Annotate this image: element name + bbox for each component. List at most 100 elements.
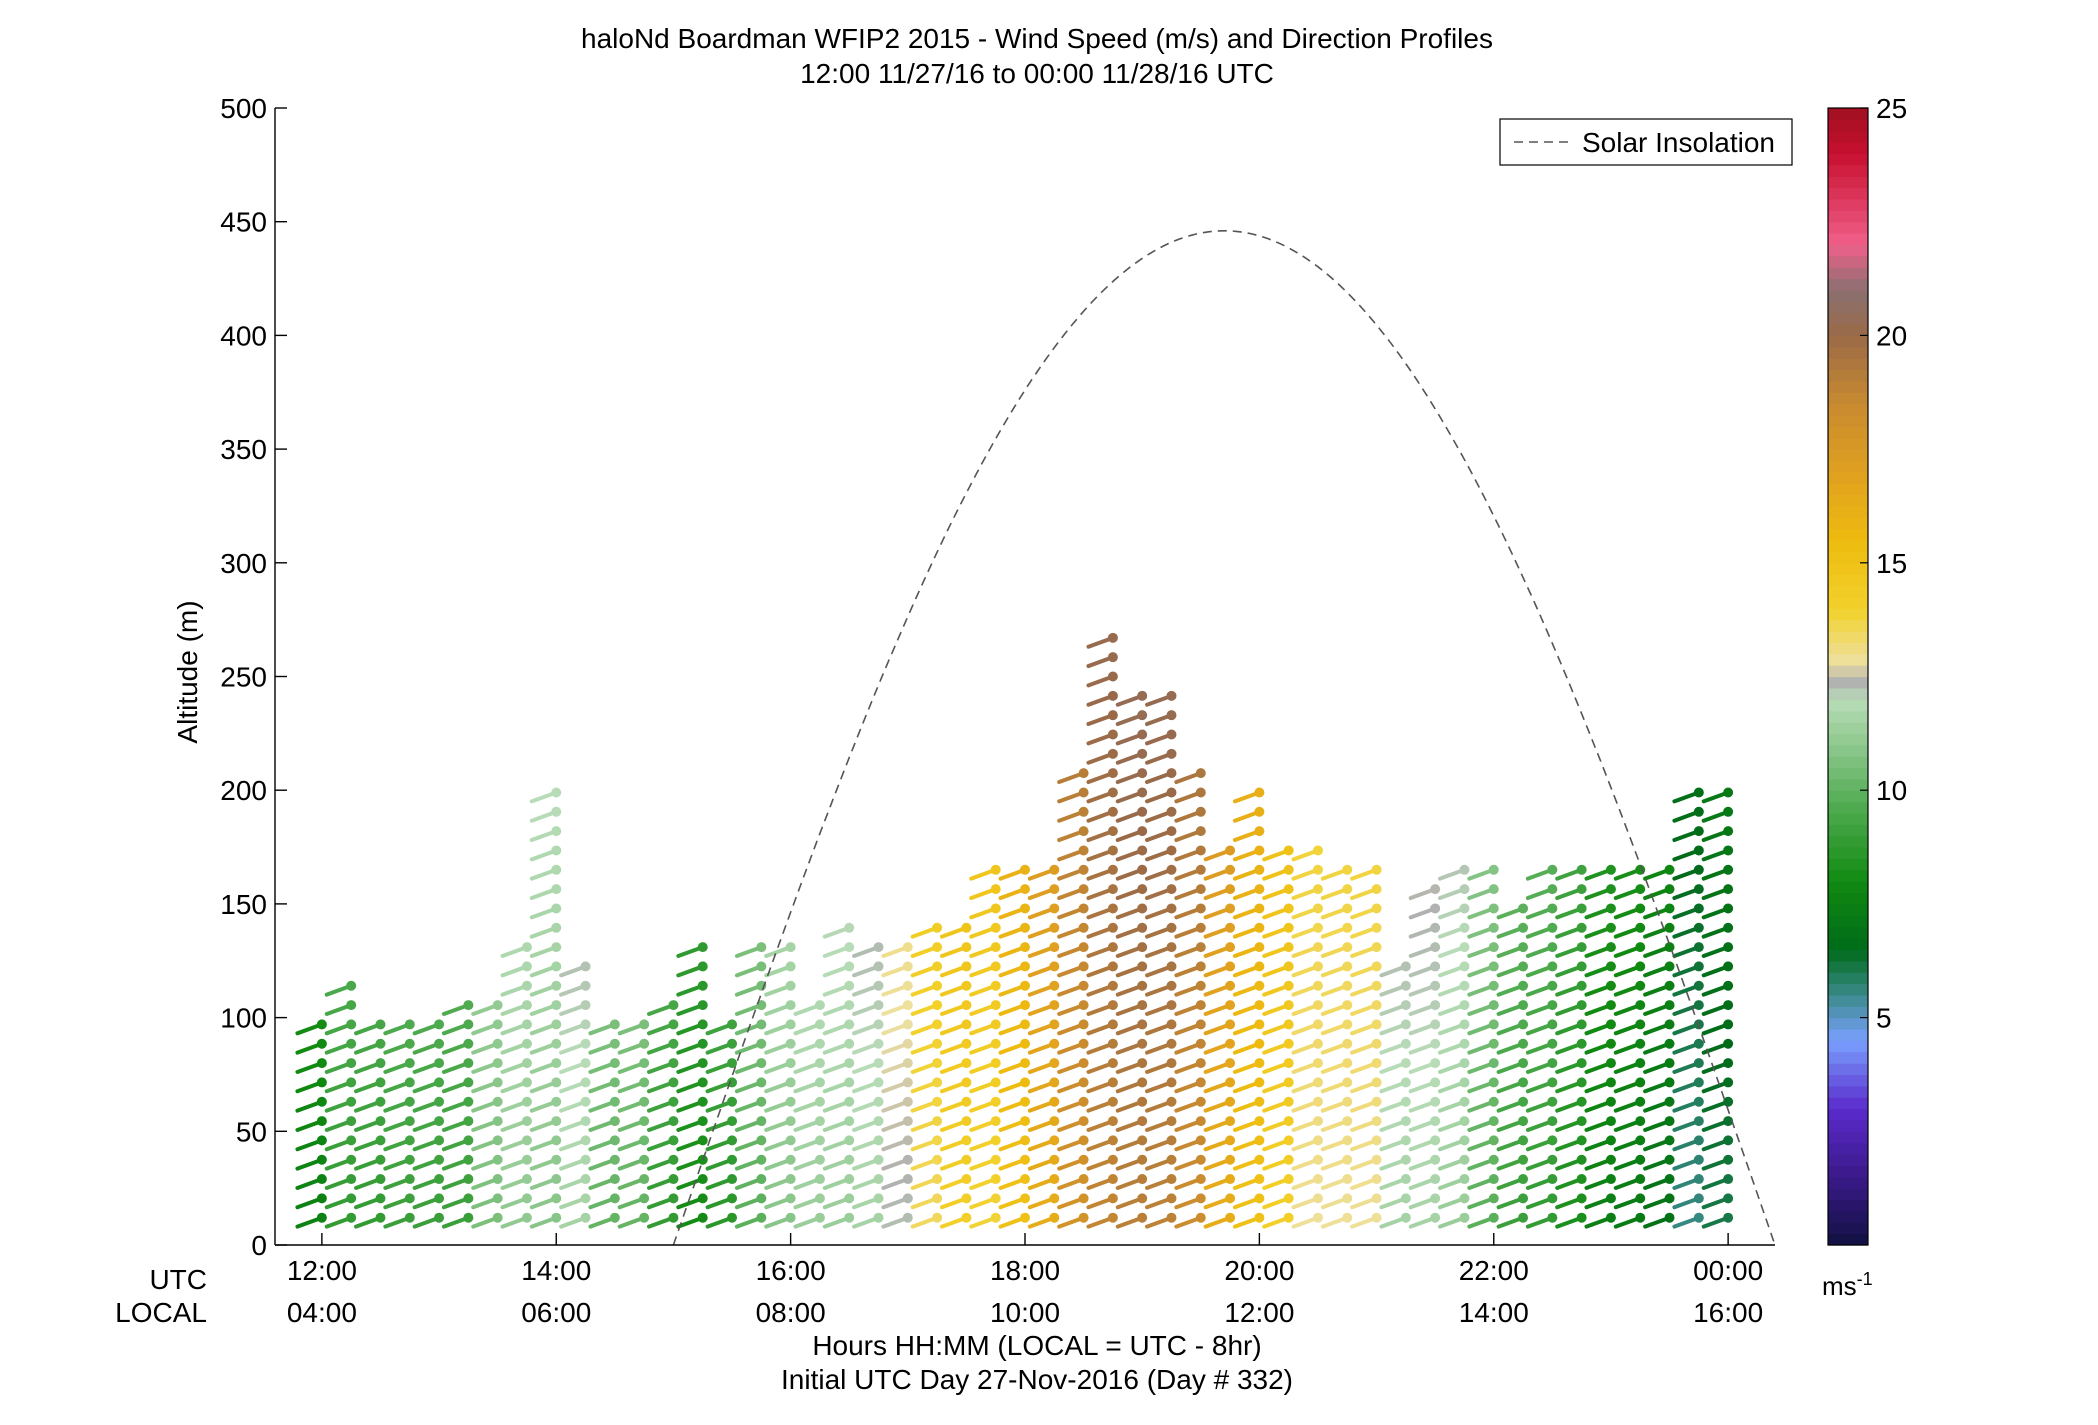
wind-barb-dot — [1166, 922, 1177, 933]
wind-barb-dot — [1605, 1077, 1616, 1088]
wind-barb-dot — [1430, 1019, 1441, 1030]
wind-barb-dot — [1312, 1193, 1323, 1204]
wind-barb-dot — [1137, 710, 1148, 721]
wind-barb-dot — [1723, 942, 1734, 953]
wind-barb-dot — [1166, 1096, 1177, 1107]
wind-barb-dot — [1693, 961, 1704, 972]
wind-barb-dot — [1312, 1154, 1323, 1165]
wind-barb-dot — [1107, 1058, 1118, 1069]
wind-barb-dot — [463, 1116, 474, 1127]
wind-barb-dot — [1225, 922, 1236, 933]
wind-barb-dot — [1371, 1096, 1382, 1107]
wind-barb-dot — [1459, 903, 1470, 914]
wind-barb-dot — [1195, 922, 1206, 933]
colorbar-segment — [1828, 653, 1868, 666]
wind-barb-dot — [1576, 1000, 1587, 1011]
colorbar-segment — [1828, 289, 1868, 302]
wind-barb-dot — [1166, 1116, 1177, 1127]
wind-barb-dot — [1371, 884, 1382, 895]
colorbar-segment — [1828, 733, 1868, 746]
wind-barb-dot — [1049, 942, 1060, 953]
wind-barb-dot — [990, 1193, 1001, 1204]
x-tick-label-utc: 00:00 — [1693, 1255, 1763, 1286]
wind-barb-dot — [434, 1096, 445, 1107]
wind-barb-dot — [1166, 1077, 1177, 1088]
colorbar-segment — [1828, 142, 1868, 155]
wind-barb-dot — [873, 1096, 884, 1107]
wind-barb-dot — [1020, 1077, 1030, 1088]
colorbar-segment — [1828, 710, 1868, 723]
wind-barb-dot — [1518, 1077, 1529, 1088]
wind-barb-dot — [1371, 1154, 1382, 1165]
wind-barb-dot — [1283, 1116, 1294, 1127]
wind-barb-dot — [902, 1077, 913, 1088]
wind-barb-dot — [1107, 961, 1118, 972]
wind-barb-dot — [1195, 806, 1206, 817]
wind-barb-dot — [1254, 1038, 1265, 1049]
wind-barb-dot — [1137, 729, 1148, 740]
wind-barb-dot — [1078, 980, 1089, 991]
wind-barb-dot — [1664, 1019, 1675, 1030]
wind-barb-dot — [902, 1000, 913, 1011]
wind-barb-dot — [1723, 1135, 1734, 1146]
wind-barb-dot — [1195, 1154, 1206, 1165]
wind-barb-dot — [1342, 864, 1353, 875]
y-tick-label: 50 — [236, 1116, 267, 1147]
wind-barb-dot — [434, 1038, 445, 1049]
wind-barb-dot — [844, 942, 855, 953]
wind-barb-dot — [1459, 1212, 1470, 1223]
wind-barb-dot — [521, 1116, 532, 1127]
wind-barb-dot — [1693, 864, 1704, 875]
wind-barb-dot — [1459, 1077, 1470, 1088]
x-tick-label-utc: 16:00 — [756, 1255, 826, 1286]
wind-barb-dot — [1078, 1135, 1089, 1146]
wind-barb-dot — [1693, 980, 1704, 991]
wind-barb-dot — [668, 1019, 679, 1030]
wind-barb-dot — [492, 1174, 503, 1185]
wind-barb-dot — [551, 1212, 562, 1223]
wind-barb-dot — [580, 1077, 591, 1088]
plot-background — [275, 108, 1775, 1245]
x-tick-label-utc: 20:00 — [1224, 1255, 1294, 1286]
wind-barb-dot — [521, 1058, 532, 1069]
wind-barb-dot — [1312, 1077, 1323, 1088]
wind-barb-dot — [316, 1019, 327, 1030]
wind-barb-dot — [1107, 787, 1118, 798]
wind-barb-dot — [756, 1058, 767, 1069]
wind-barb-dot — [580, 1135, 591, 1146]
wind-barb-dot — [1518, 1116, 1529, 1127]
wind-barb-dot — [1020, 1116, 1030, 1127]
wind-barb-dot — [1547, 1000, 1558, 1011]
wind-barb-dot — [1107, 922, 1118, 933]
wind-barb-dot — [375, 1193, 386, 1204]
colorbar-segment — [1828, 687, 1868, 700]
legend: Solar Insolation — [1499, 118, 1793, 166]
colorbar-segment — [1828, 585, 1868, 598]
wind-barb-dot — [551, 1019, 562, 1030]
wind-barb-dot — [1137, 922, 1148, 933]
wind-barb-dot — [727, 1174, 738, 1185]
wind-barb-dot — [1576, 1135, 1587, 1146]
wind-barb-dot — [873, 1174, 884, 1185]
wind-barb-dot — [1723, 1058, 1734, 1069]
wind-barb-dot — [346, 1077, 357, 1088]
wind-barb-dot — [521, 1212, 532, 1223]
wind-barb-dot — [1488, 922, 1499, 933]
wind-barb-dot — [1166, 1193, 1177, 1204]
wind-barb-dot — [990, 864, 1001, 875]
wind-barb-dot — [551, 787, 562, 798]
wind-barb-dot — [1488, 903, 1499, 914]
wind-barb-dot — [932, 1019, 943, 1030]
wind-barb-dot — [316, 1135, 327, 1146]
wind-barb-dot — [1459, 1038, 1470, 1049]
wind-barb-dot — [1693, 845, 1704, 856]
wind-barb-dot — [1078, 806, 1089, 817]
wind-barb-dot — [990, 1174, 1001, 1185]
wind-barb-dot — [873, 1077, 884, 1088]
wind-barb-dot — [1547, 1193, 1558, 1204]
y-tick-label: 450 — [220, 207, 267, 238]
colorbar-segment — [1828, 960, 1868, 973]
wind-barb-dot — [375, 1116, 386, 1127]
wind-barb-dot — [346, 980, 357, 991]
wind-barb-dot — [873, 1000, 884, 1011]
